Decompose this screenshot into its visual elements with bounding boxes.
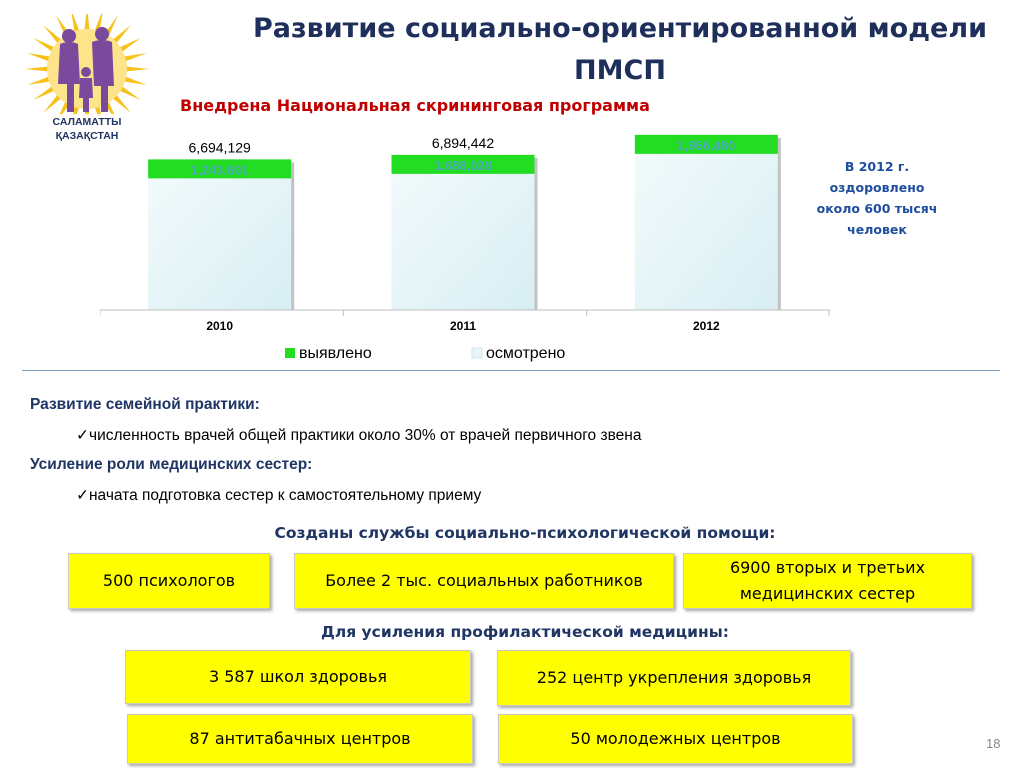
social-workers-box: Более 2 тыс. социальных работников [294,553,674,609]
nurses-box: 6900 вторых и третьих медицинских сестер [683,553,972,609]
bar-examined [148,159,292,310]
label-detected: 1,688,028 [434,158,492,173]
sun-ray [124,66,149,72]
sun-ray [84,14,90,32]
page-title: Развитие социально-ориентированной модел… [250,8,990,92]
sun-ray [122,76,147,86]
note-line-1: В 2012 г. оздоровлено [829,159,925,195]
sun-ray [111,25,131,45]
sun-ray [122,52,147,62]
label-examined: 6,694,129 [189,139,251,155]
page-number: 18 [986,736,1001,751]
salamatty-kazakhstan-logo: САЛАМАТТЫ ҚАЗАҚСТАН [24,14,150,142]
sun-ray [111,93,131,113]
label-detected: 1,243,601 [191,162,249,177]
x-tick-label: 2010 [206,319,233,333]
legend-swatch [285,348,295,358]
label-detected: 1,956,480 [677,138,735,153]
sun-ray [33,85,56,100]
family-figures-icon [58,27,114,112]
note-line-2: около 600 тысяч [816,201,938,216]
sun-ray [27,52,52,62]
legend-label: выявлено [299,345,372,362]
psychologists-box: 500 психологов [68,553,270,609]
sun-ray [25,66,50,72]
bar-detected [148,159,292,179]
sun-ray [118,38,141,53]
bar-detected [391,154,535,174]
health-centers-box: 252 центр укрепления здоровья [497,650,851,706]
health-note: В 2012 г. оздоровлено около 600 тысяч че… [812,156,942,240]
antitobacco-centers-box: 87 антитабачных центров [127,714,473,764]
sun-ray [33,38,56,53]
sun-ray [71,14,80,34]
x-tick-label: 2012 [693,319,720,333]
label-examined: 7,783,501 [675,130,737,131]
note-line-3: человек [847,222,907,237]
services-heading: Созданы службы социально-психологической… [274,524,776,542]
bar-detected [634,134,778,154]
title-line-1: Развитие социально-ориентированной модел… [252,13,988,44]
health-schools-box: 3 587 школ здоровья [125,650,471,704]
sun-ray [43,93,63,113]
sun-ray [94,14,103,34]
section-family-practice-heading: Развитие семейной практики: [30,396,260,413]
title-line-2: ПМСП [574,55,666,86]
subtitle: Внедрена Национальная скрининговая прогр… [180,96,650,115]
x-tick-label: 2011 [450,319,476,333]
section-family-practice-bullet: ✓численность врачей общей практики около… [76,427,642,444]
legend-label: осмотрено [486,345,565,362]
logo-text-bottom: ҚАЗАҚСТАН [56,130,119,142]
logo-text-top: САЛАМАТТЫ [53,116,122,128]
section-nurses-heading: Усиление роли медицинских сестер: [30,456,313,473]
section-nurses-bullet: ✓начата подготовка сестер к самостоятель… [76,487,482,504]
sun-ray [43,25,63,45]
bar-examined [634,134,778,310]
label-examined: 6,894,442 [432,135,494,151]
divider [22,370,1000,371]
legend-swatch [471,347,483,359]
prevention-heading: Для усиления профилактической медицины: [321,623,729,641]
bar-examined [391,154,535,310]
sun-ray [118,85,141,100]
screening-chart: 6,694,129 1,243,601 6,894,442 1,688,028 7,78… [100,130,830,362]
sun-ray [27,76,52,86]
youth-centers-box: 50 молодежных центров [498,714,853,764]
